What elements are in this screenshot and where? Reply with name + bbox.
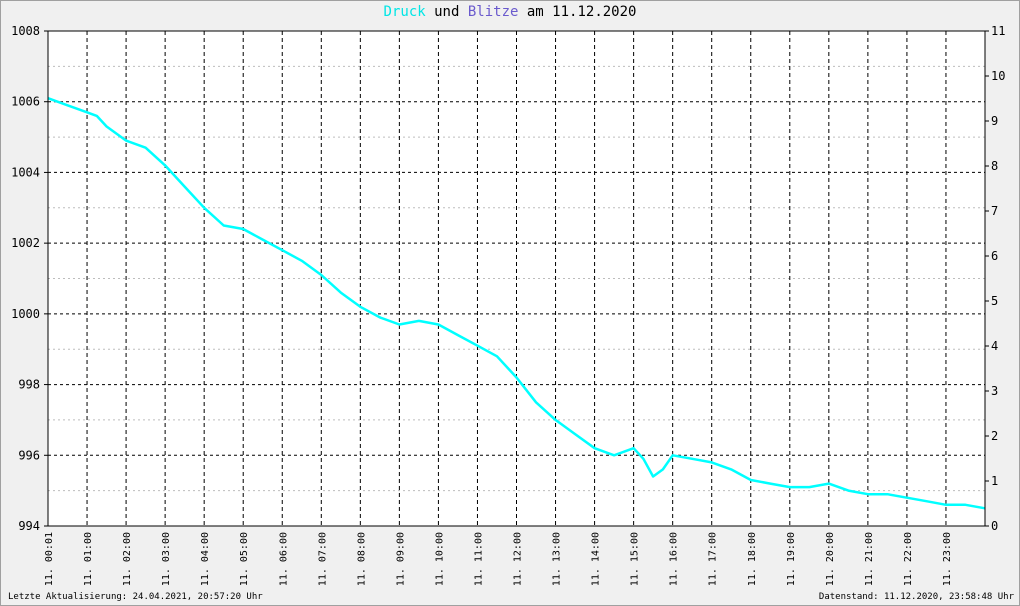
y-left-tick-label: 1008 (11, 24, 40, 38)
y-right-tick-label: 5 (991, 294, 998, 308)
y-left-tick-label: 1006 (11, 95, 40, 109)
x-tick-label: 11. 23:00 (942, 532, 953, 586)
y-left-tick-label: 1004 (11, 165, 40, 179)
axes (44, 30, 989, 527)
y-right-tick-label: 1 (991, 474, 998, 488)
y-left-tick-label: 996 (18, 448, 40, 462)
y-right-tick-label: 8 (991, 159, 998, 173)
y-right-tick-label: 4 (991, 339, 998, 353)
y-right-tick-label: 3 (991, 384, 998, 398)
y-right-tick-label: 6 (991, 249, 998, 263)
x-tick-label: 11. 07:00 (317, 532, 328, 586)
x-tick-label: 11. 21:00 (864, 532, 875, 586)
x-tick-label: 11. 10:00 (434, 532, 445, 586)
tick-labels: 994 996 998 1000 1002 1004 1006 1008 0 1 2 3 4 5 6 7 8 9 1… (11, 24, 1005, 586)
y-left-tick-label: 1000 (11, 307, 40, 321)
series-group (47, 97, 986, 510)
title-blitze: Blitze (467, 4, 519, 20)
x-tick-label: 11. 17:00 (708, 532, 719, 586)
x-tick-label: 11. 11:00 (473, 532, 484, 586)
title-und: und (434, 4, 460, 20)
footer-last-update: Letzte Aktualisierung: 24.04.2021, 20:57… (8, 592, 263, 602)
x-tick-label: 11. 04:00 (200, 532, 211, 586)
x-tick-label: 11. 05:00 (239, 532, 250, 586)
x-tick-label: 11. 20:00 (825, 532, 836, 586)
x-tick-label: 11. 06:00 (278, 532, 289, 586)
x-tick-label: 11. 13:00 (552, 532, 563, 586)
x-tick-label: 11. 00:01 (44, 532, 55, 586)
series-line-druck (47, 97, 986, 510)
title-date: 11.12.2020 (552, 4, 637, 20)
x-tick-label: 11. 18:00 (747, 532, 758, 586)
x-tick-label: 11. 12:00 (513, 532, 524, 586)
y-right-tick-label: 2 (991, 429, 998, 443)
title-am: am (526, 4, 544, 20)
x-tick-label: 11. 03:00 (161, 532, 172, 586)
x-tick-label: 11. 19:00 (786, 532, 797, 586)
y-right-tick-label: 11 (991, 24, 1005, 38)
x-tick-label: 11. 08:00 (356, 532, 367, 586)
title-druck: Druck (383, 4, 426, 20)
x-tick-label: 11. 15:00 (630, 532, 641, 586)
x-tick-label: 11. 01:00 (83, 532, 94, 586)
plot-border (47, 30, 986, 527)
y-right-tick-label: 0 (991, 519, 998, 533)
y-right-tick-label: 9 (991, 114, 998, 128)
footer-data-status: Datenstand: 11.12.2020, 23:58:48 Uhr (818, 592, 1014, 602)
chart-title: Druck und Blitze am 11.12.2020 (0, 4, 1020, 20)
y-right-tick-label: 7 (991, 204, 998, 218)
y-left-tick-label: 1002 (11, 236, 40, 250)
x-tick-label: 11. 02:00 (122, 532, 133, 586)
x-tick-label: 11. 14:00 (591, 532, 602, 586)
x-tick-label: 11. 09:00 (395, 532, 406, 586)
x-tick-label: 11. 22:00 (903, 532, 914, 586)
y-left-tick-label: 994 (18, 519, 40, 533)
x-tick-label: 11. 16:00 (669, 532, 680, 586)
y-right-tick-label: 10 (991, 69, 1005, 83)
y-left-tick-label: 998 (18, 378, 40, 392)
